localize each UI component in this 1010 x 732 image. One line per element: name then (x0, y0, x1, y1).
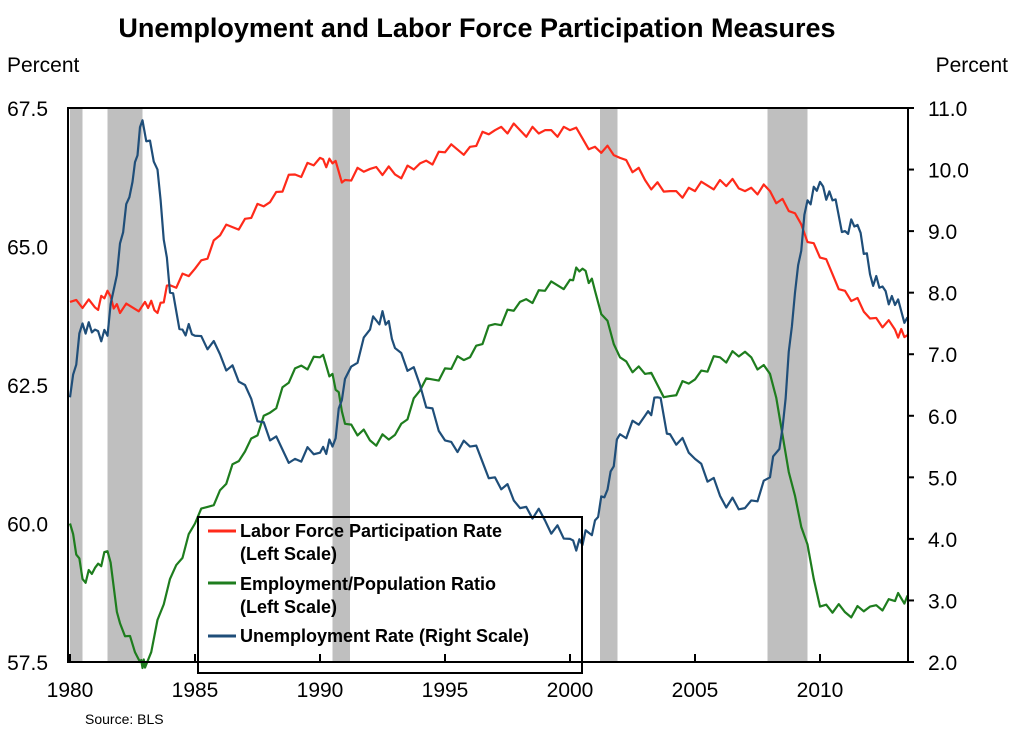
series-line-1 (68, 266, 909, 670)
recession-bands (70, 108, 808, 662)
right-y-axis: 2.0 3.0 4.0 5.0 6.0 7.0 8.0 9.0 10.0 11.0 (908, 98, 969, 675)
legend-box (197, 516, 583, 674)
right-tick-label: 10.0 (928, 160, 969, 183)
legend-label-epop-scale: (Left Scale) (240, 597, 337, 617)
x-axis: 1980 1985 1990 1995 2000 2005 2010 (47, 654, 844, 702)
x-tick-label: 1995 (422, 679, 469, 702)
right-tick-label: 7.0 (928, 344, 957, 367)
left-y-axis: 57.5 60.0 62.5 65.0 67.5 (7, 98, 48, 675)
legend-label-epop: Employment/Population Ratio (240, 574, 496, 594)
legend: Labor Force Participation Rate (Left Sca… (197, 516, 583, 674)
right-tick-label: 4.0 (928, 529, 957, 552)
legend-label-unemployment: Unemployment Rate (Right Scale) (240, 626, 529, 646)
right-tick-label: 5.0 (928, 467, 957, 490)
x-tick-label: 1985 (172, 679, 219, 702)
right-tick-label: 3.0 (928, 590, 957, 613)
x-tick-label: 2010 (797, 679, 844, 702)
plot-area-frame (67, 107, 909, 663)
x-tick-label: 2000 (547, 679, 594, 702)
recession-band (70, 108, 83, 662)
recession-band (107, 108, 143, 662)
recession-band (600, 108, 618, 662)
right-tick-label: 8.0 (928, 283, 957, 306)
source-note: Source: BLS (85, 711, 164, 727)
legend-label-lfpr-scale: (Left Scale) (240, 544, 337, 564)
right-axis-label: Percent (936, 54, 1009, 77)
left-tick-label: 57.5 (7, 652, 48, 675)
left-tick-label: 65.0 (7, 237, 48, 260)
left-tick-label: 67.5 (7, 98, 48, 121)
chart-title: Unemployment and Labor Force Participati… (118, 13, 835, 43)
right-tick-label: 2.0 (928, 652, 957, 675)
left-tick-label: 60.0 (7, 514, 48, 537)
x-tick-label: 1990 (297, 679, 344, 702)
right-tick-label: 9.0 (928, 221, 957, 244)
x-tick-label: 1980 (47, 679, 94, 702)
x-tick-label: 2005 (672, 679, 719, 702)
series-line-0 (69, 122, 909, 339)
left-tick-label: 62.5 (7, 375, 48, 398)
right-tick-label: 11.0 (928, 98, 967, 121)
recession-band (332, 108, 350, 662)
left-axis-label: Percent (7, 54, 80, 77)
series-line-2 (68, 119, 909, 552)
right-tick-label: 6.0 (928, 406, 957, 429)
series-lines (68, 119, 909, 670)
legend-label-lfpr: Labor Force Participation Rate (240, 521, 502, 541)
